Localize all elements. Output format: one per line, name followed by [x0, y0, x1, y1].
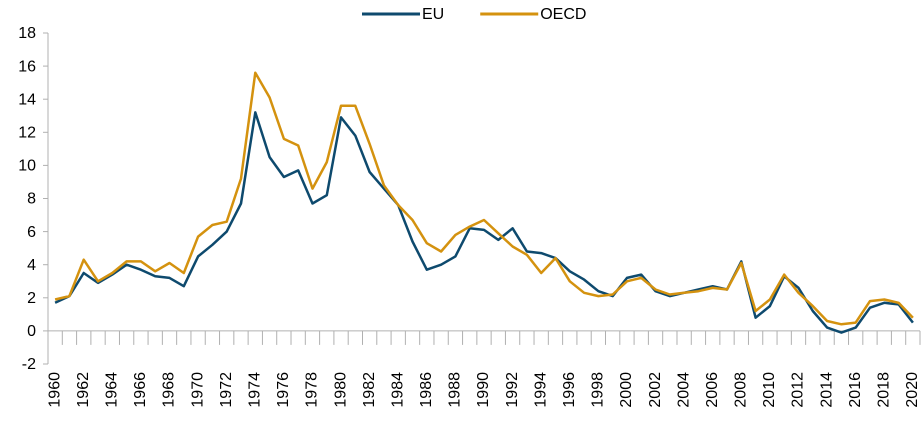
- y-tick-label: 6: [27, 224, 36, 241]
- y-tick-label: 8: [27, 191, 36, 208]
- x-tick-label: 1960: [46, 372, 63, 408]
- x-tick-label: 1998: [590, 372, 607, 408]
- x-tick-label: 1962: [75, 372, 92, 408]
- y-tick-label: 18: [18, 25, 36, 42]
- x-tick-label: 1992: [504, 372, 521, 408]
- y-tick-label: 10: [18, 158, 36, 175]
- x-tick-label: 1972: [218, 372, 235, 408]
- y-tick-label: 14: [18, 91, 36, 108]
- x-tick-label: 1988: [447, 372, 464, 408]
- y-tick-label: 12: [18, 125, 36, 142]
- x-tick-label: 1976: [275, 372, 292, 408]
- x-tick-label: 2002: [647, 372, 664, 408]
- x-tick-label: 2020: [904, 372, 921, 408]
- x-tick-label: 1996: [561, 372, 578, 408]
- x-tick-label: 2004: [675, 372, 692, 408]
- x-tick-label: 2012: [790, 372, 807, 408]
- x-tick-label: 2016: [847, 372, 864, 408]
- y-tick-label: -2: [22, 356, 36, 373]
- x-tick-label: 1964: [104, 372, 121, 408]
- y-tick-label: 0: [27, 323, 36, 340]
- x-tick-label: 1978: [304, 372, 321, 408]
- x-tick-label: 2010: [761, 372, 778, 408]
- x-tick-label: 1986: [418, 372, 435, 408]
- y-tick-label: 2: [27, 290, 36, 307]
- x-tick-label: 1974: [246, 372, 263, 408]
- y-tick-label: 16: [18, 58, 36, 75]
- x-tick-label: 1982: [361, 372, 378, 408]
- y-tick-label: 4: [27, 257, 36, 274]
- x-tick-label: 1980: [332, 372, 349, 408]
- x-tick-label: 1966: [132, 372, 149, 408]
- legend-label: EU: [422, 6, 444, 23]
- x-tick-label: 1970: [189, 372, 206, 408]
- series-line: [54, 111, 914, 334]
- series-line: [54, 71, 914, 326]
- x-tick-label: 2018: [875, 372, 892, 408]
- x-tick-label: 2008: [733, 372, 750, 408]
- x-tick-label: 2006: [704, 372, 721, 408]
- x-tick-label: 2014: [818, 372, 835, 408]
- legend-label: OECD: [540, 6, 586, 23]
- x-tick-label: 1984: [389, 372, 406, 408]
- x-tick-label: 1968: [161, 372, 178, 408]
- x-tick-label: 2000: [618, 372, 635, 408]
- x-tick-label: 1994: [532, 372, 549, 408]
- x-tick-label: 1990: [475, 372, 492, 408]
